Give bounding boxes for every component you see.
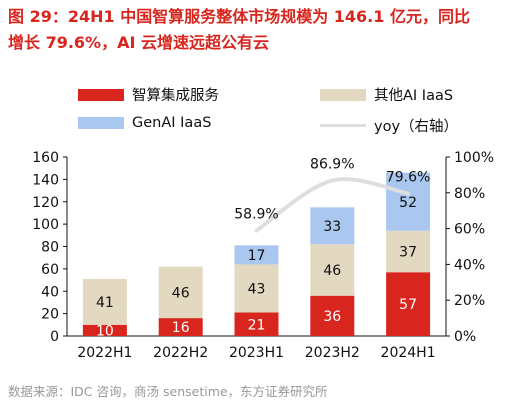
bar-segment <box>158 266 203 319</box>
y-left-tick-label: 20 <box>41 307 59 323</box>
bar-segment <box>310 207 355 245</box>
y-right-tick-label: 0% <box>454 329 476 345</box>
bar-segment <box>310 244 355 296</box>
y-right-tick-label: 20% <box>454 293 485 309</box>
bar-data-label: 37 <box>399 245 417 261</box>
bar-data-label: 43 <box>248 281 266 297</box>
bar-segment <box>386 272 431 336</box>
figure-source: 数据来源：IDC 咨询，商汤 sensetime，东方证券研究所 <box>8 384 328 399</box>
yoy-line <box>254 177 411 233</box>
y-left-tick-label: 100 <box>32 217 59 233</box>
y-right-tick-label: 80% <box>454 186 485 202</box>
bar-data-label: 10 <box>96 323 114 339</box>
yoy-data-label: 58.9% <box>234 207 278 223</box>
y-left-tick-label: 80 <box>41 240 59 256</box>
bar-data-label: 57 <box>399 297 417 313</box>
y-left-tick-label: 40 <box>41 284 59 300</box>
bar-segment <box>386 230 431 273</box>
y-left-tick-label: 0 <box>50 329 59 345</box>
y-left-tick-label: 160 <box>32 150 59 166</box>
yoy-data-label: 79.6% <box>386 170 430 186</box>
bar-data-label: 46 <box>323 263 341 279</box>
bar-data-label: 52 <box>399 195 417 211</box>
bar-data-label: 17 <box>248 248 266 264</box>
x-tick-label: 2023H1 <box>229 345 284 361</box>
bar-segment <box>234 264 279 313</box>
yoy-data-label: 86.9% <box>310 156 354 172</box>
bar-segment <box>386 172 431 231</box>
bar-data-label: 41 <box>96 295 114 311</box>
y-left-tick-label: 120 <box>32 195 59 211</box>
bar-segment <box>234 312 279 336</box>
bar-data-label: 33 <box>323 219 341 235</box>
bar-data-label: 21 <box>248 317 266 333</box>
y-left-tick-label: 140 <box>32 172 59 188</box>
x-tick-label: 2023H2 <box>305 345 360 361</box>
y-left-tick-label: 60 <box>41 262 59 278</box>
bar-data-label: 46 <box>172 285 190 301</box>
bar-data-label: 36 <box>323 309 341 325</box>
bar-segment <box>82 324 127 336</box>
bar-data-label: 16 <box>172 320 190 336</box>
bar-segment <box>234 245 279 265</box>
x-tick-label: 2022H2 <box>153 345 208 361</box>
x-tick-label: 2022H1 <box>77 345 132 361</box>
y-right-tick-label: 40% <box>454 257 485 273</box>
bar-segment <box>310 295 355 336</box>
y-right-tick-label: 60% <box>454 222 485 238</box>
bar-segment <box>82 278 127 325</box>
x-tick-label: 2024H1 <box>381 345 436 361</box>
figure-title: 图 29：24H1 中国智算服务整体市场规模为 146.1 亿元，同比 增长 7… <box>8 7 470 52</box>
y-right-tick-label: 100% <box>454 150 494 166</box>
bar-segment <box>158 318 203 336</box>
